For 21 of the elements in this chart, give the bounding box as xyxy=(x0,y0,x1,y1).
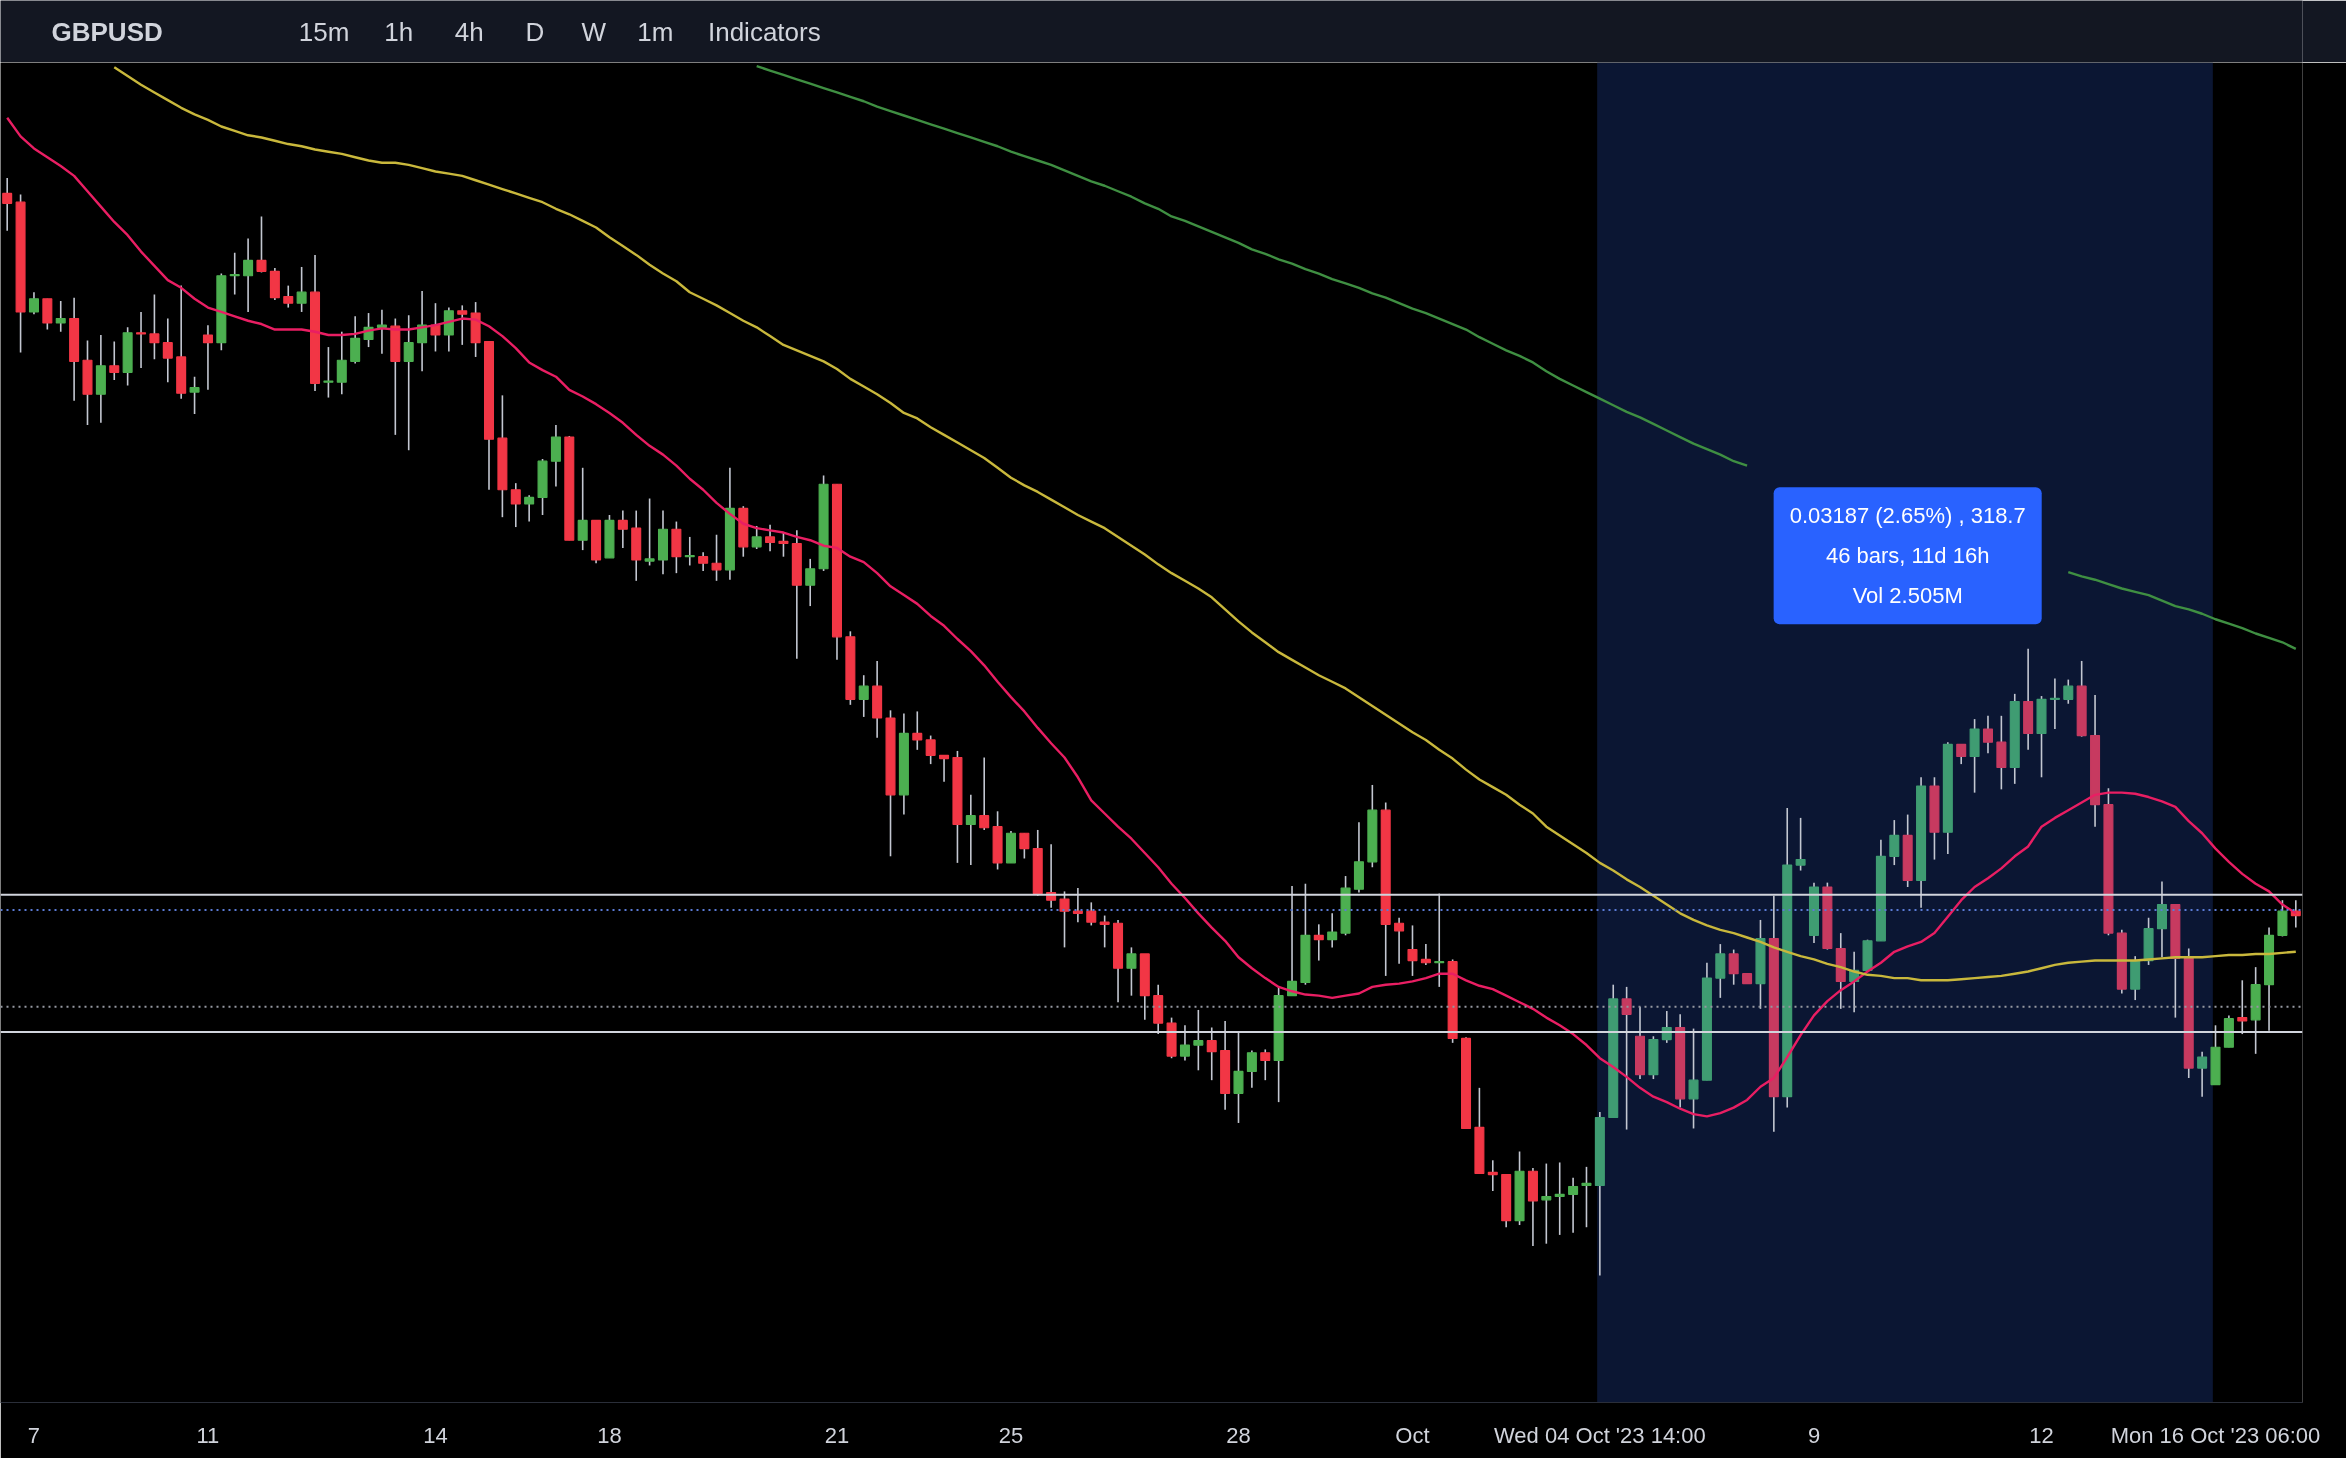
x-tick-label: Wed 04 Oct '23 14:00 xyxy=(1494,1422,1706,1448)
x-tick-label: 12 xyxy=(2029,1422,2054,1448)
text: 1m xyxy=(637,16,674,47)
text: 1h xyxy=(384,16,414,47)
chart-title: GBPUSD xyxy=(51,16,163,47)
x-tick-label: 9 xyxy=(1807,1422,1821,1448)
x-tick-label: 18 xyxy=(597,1422,622,1448)
x-tick-label: 21 xyxy=(824,1422,850,1448)
x-tick-label: 14 xyxy=(423,1422,448,1448)
text: D xyxy=(525,16,545,47)
text: Indicators xyxy=(707,16,821,47)
x-tick-label: 7 xyxy=(27,1422,41,1448)
text: 4h xyxy=(454,16,484,47)
x-tick-label: 28 xyxy=(1226,1422,1251,1448)
text: W xyxy=(581,16,607,47)
x-tick-label: 11 xyxy=(196,1422,220,1448)
x-tick-label: 25 xyxy=(998,1422,1024,1448)
x-tick-label: Mon 16 Oct '23 06:00 xyxy=(2110,1422,2321,1448)
annotation: 0.03187 (2.65%) , 318.7 46 bars, 11d 16h Vol 2.505M xyxy=(1789,503,2026,609)
text: 15m xyxy=(298,16,350,47)
x-tick-label: Oct xyxy=(1395,1422,1430,1448)
